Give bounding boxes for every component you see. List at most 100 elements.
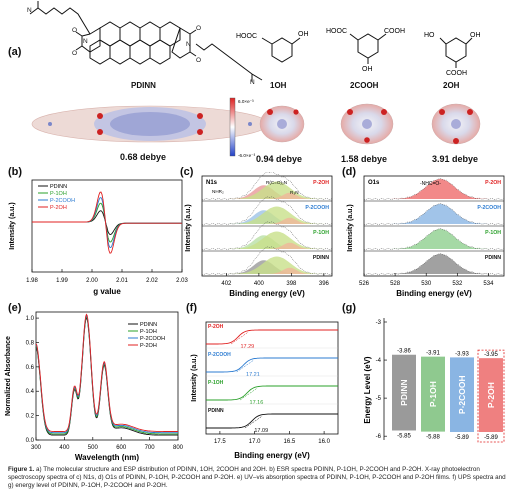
uv-xtick-label: 400 <box>59 445 70 451</box>
n1s-stack-label: P-1OH <box>313 230 329 236</box>
ups-line-0 <box>206 329 338 345</box>
energy-ytick-label: -3 <box>376 320 382 326</box>
pdinn-esp-map <box>31 105 269 143</box>
o-atom-4: O <box>196 57 201 64</box>
2oh-ho: HO <box>424 32 435 39</box>
esr-xlabel: g value <box>93 287 121 296</box>
panel-g-label: (g) <box>342 302 357 314</box>
2cooh-dipole: 1.58 debye <box>341 154 387 164</box>
2oh-dipole: 3.91 debye <box>432 154 478 164</box>
energy-ytick-label: -4 <box>376 358 382 364</box>
esr-xtick-label: 1.98 <box>26 278 38 284</box>
energy-bar-label-3: P-2OH <box>486 382 496 408</box>
2cooh-structure <box>349 33 387 64</box>
1oh-dipole: 0.94 debye <box>256 154 302 164</box>
esr-xtick-label: 2.00 <box>86 278 98 284</box>
o1s-chart: P-2OH P-2COOH P-1OH PDINN 526 528 530 532 534 O… <box>347 175 505 298</box>
colorbar-max: 6.0×e⁻³ <box>238 99 254 104</box>
colorbar-min: -6.0×e⁻³ <box>238 153 256 158</box>
uv-legend-p1oh: P-1OH <box>140 329 157 335</box>
n1s-peak <box>202 217 332 224</box>
o1s-xtick-label: 532 <box>452 281 463 287</box>
esr-legend-p2cooh: P-2COOH <box>50 198 75 204</box>
energy-top-label-3: -3.95 <box>484 352 498 358</box>
2cooh-cooh: COOH <box>384 28 405 35</box>
energy-bar-2 <box>450 357 474 433</box>
n1s-stack: P-2OH P-2COOH P-1OH PDINN <box>201 172 333 275</box>
2cooh-hooc: HOOC <box>326 28 347 35</box>
uvvis-ylabel: Normalized Absorbance <box>5 336 12 416</box>
energy-bar-0 <box>392 354 416 431</box>
ups-chart: P-2OH 17.29 P-2COOH 17.21 P-1OH 17.16 PDINN 17.… <box>191 321 339 460</box>
pdinn-name: PDINN <box>131 81 156 90</box>
2oh-oh: OH <box>470 32 481 39</box>
panel-e-label: (e) <box>8 302 22 314</box>
colorbar <box>229 97 236 157</box>
n1s-peak <box>202 181 332 199</box>
esr-xtick-label: 2.01 <box>116 278 128 284</box>
o1s-envelope <box>363 178 505 200</box>
uv-xtick-label: 500 <box>88 445 99 451</box>
energy-bottom-label-3: -5.89 <box>484 435 498 441</box>
caption-figure-number: Figure 1. <box>8 466 35 473</box>
ups-tangent <box>236 359 255 373</box>
esr-xtick-label: 2.02 <box>146 278 158 284</box>
n1s-peak <box>202 231 332 249</box>
n1s-stack-label: P-2OH <box>313 180 329 186</box>
energy-bar-label-0: PDINN <box>399 379 409 405</box>
energy-ylabel: Energy Level (eV) <box>363 356 372 423</box>
ups-stack-label: PDINN <box>208 408 224 414</box>
o1s-stack-label: P-2COOH <box>477 205 501 211</box>
uv-legend-pdinn: PDINN <box>140 322 157 328</box>
n1s-stack-label: PDINN <box>313 255 329 261</box>
o1s-peak <box>364 229 504 249</box>
o1s-ylabel: Intensity (a.u.) <box>347 204 354 251</box>
o1s-stack-label: P-2OH <box>485 180 501 186</box>
esr-series <box>32 191 182 254</box>
panel-b-label: (b) <box>8 166 23 178</box>
energy-bar-label-1: P-1OH <box>428 381 438 407</box>
2oh-cooh: COOH <box>446 70 467 77</box>
uv-xtick-label: 600 <box>116 445 127 451</box>
uv-ytick-label: 0.0 <box>26 438 35 444</box>
ups-stack-label: P-2OH <box>208 324 224 330</box>
ups-xtick-label: 17.0 <box>249 439 261 445</box>
o1s-xtick-label: 534 <box>483 281 494 287</box>
o1s-peak <box>364 254 504 274</box>
ups-line-1 <box>206 357 338 373</box>
ups-xtick-label: 16.0 <box>318 439 330 445</box>
1oh-hooc: HOOC <box>236 33 257 40</box>
o1s-envelope <box>363 228 505 250</box>
uv-ytick-label: 0.2 <box>26 414 35 420</box>
esr-legend-p2oh: P-2OH <box>50 205 67 211</box>
n1s-peak <box>202 206 332 224</box>
1oh-esp-map <box>259 105 305 143</box>
uvvis-chart: 300 400 500 600 700 800 0.0 0.2 0.4 0.6 0.8 1.0 Nor… <box>5 311 184 462</box>
n1s-peak <box>202 192 332 199</box>
uvvis-xlabel: Wavelength (nm) <box>75 453 139 462</box>
n1s-xlabel: Binding energy (eV) <box>229 289 305 298</box>
n1s-peak <box>202 267 332 274</box>
ups-cutoff-label: 17.16 <box>250 400 264 406</box>
pdinn-structure <box>29 1 263 82</box>
n1s-peak-r3n: R₃N <box>290 190 299 195</box>
2oh-name: 2OH <box>443 81 460 90</box>
esr-xtick-label: 1.99 <box>56 278 68 284</box>
o-atom-1: O <box>72 27 77 34</box>
o1s-xtick-label: 528 <box>390 281 401 287</box>
uv-ytick-label: 0.6 <box>26 365 35 371</box>
1oh-structure <box>261 37 301 63</box>
n1s-peak-nhr2: NHR₂ <box>212 189 224 194</box>
o1s-peak <box>364 179 504 199</box>
energy-bar-label-2: P-2COOH <box>457 375 467 414</box>
n1s-title: N1s <box>206 180 218 186</box>
n-atom-3: N <box>186 41 191 48</box>
n1s-ylabel: Intensity (a.u.) <box>185 204 192 251</box>
energy-bar-3 <box>479 358 503 433</box>
ups-xtick-label: 16.5 <box>284 439 296 445</box>
energy-bar-1 <box>421 356 445 432</box>
2cooh-esp-map <box>340 103 394 145</box>
esr-ylabel: Intensity (a.u.) <box>9 202 16 249</box>
o1s-envelope <box>363 203 505 225</box>
